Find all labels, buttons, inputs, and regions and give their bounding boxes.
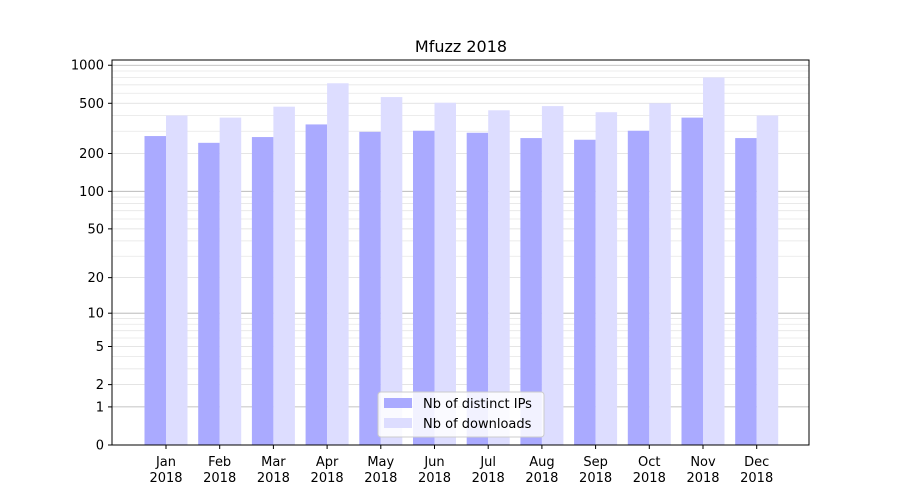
- x-tick-label-month: Dec: [744, 455, 769, 470]
- y-tick-label: 10: [87, 307, 104, 322]
- bar-downloads: [434, 102, 456, 445]
- bar-ips: [627, 130, 650, 446]
- bar-ips: [359, 131, 381, 445]
- bar-ips: [198, 142, 220, 445]
- y-tick-label: 1000: [71, 59, 104, 74]
- x-tick-label-year: 2018: [740, 471, 773, 486]
- x-axis: Jan2018Feb2018Mar2018Apr2018May2018Jun20…: [149, 445, 773, 486]
- bar-downloads: [703, 77, 725, 445]
- bar-ips: [305, 124, 328, 445]
- bar-downloads: [649, 103, 671, 445]
- legend-label: Nb of downloads: [423, 417, 532, 432]
- x-tick-label-year: 2018: [633, 471, 666, 486]
- legend: Nb of distinct IPs Nb of downloads: [377, 391, 545, 438]
- x-tick-label-month: Jul: [479, 455, 496, 470]
- y-tick-label: 1: [96, 400, 104, 415]
- x-tick-label-month: May: [367, 455, 394, 470]
- bar-ips: [574, 139, 596, 446]
- x-tick-label-month: Sep: [583, 455, 608, 470]
- x-tick-label-month: Jun: [423, 455, 444, 470]
- bar-downloads: [166, 115, 188, 446]
- y-tick-label: 500: [79, 97, 104, 112]
- bar-downloads: [380, 97, 403, 445]
- x-tick-label-year: 2018: [364, 471, 397, 486]
- x-tick-label-year: 2018: [311, 471, 344, 486]
- x-tick-label-year: 2018: [525, 471, 558, 486]
- x-tick-label-year: 2018: [472, 471, 505, 486]
- x-tick-label-year: 2018: [257, 471, 290, 486]
- bar-ips: [144, 136, 166, 445]
- bar-downloads: [327, 83, 349, 446]
- x-tick-label-year: 2018: [203, 471, 236, 486]
- y-tick-label: 200: [79, 147, 104, 162]
- plot-frame: [111, 59, 810, 446]
- y-axis: 0 1 2 5 10 20 50 100 200 500 1000: [71, 59, 112, 454]
- bar-downloads: [595, 112, 618, 446]
- bar-ips: [520, 138, 542, 445]
- bar-downloads: [541, 106, 564, 446]
- x-tick-label-month: Mar: [261, 455, 286, 470]
- y-tick-label: 100: [79, 185, 104, 200]
- chart-title: Mfuzz 2018: [415, 37, 507, 56]
- bar-ips: [251, 137, 274, 445]
- x-tick-label-year: 2018: [579, 471, 612, 486]
- x-tick-label-month: Aug: [529, 455, 554, 470]
- x-tick-label-year: 2018: [149, 471, 182, 486]
- y-tick-label: 5: [96, 340, 104, 355]
- legend-swatch: [384, 398, 412, 408]
- x-tick-label-month: Jan: [155, 455, 176, 470]
- legend-label: Nb of distinct IPs: [423, 397, 532, 412]
- y-tick-label: 20: [87, 271, 104, 286]
- legend-box: [377, 391, 545, 438]
- x-tick-label-month: Nov: [690, 455, 716, 470]
- x-tick-label-month: Apr: [316, 455, 339, 470]
- bar-ips: [466, 132, 489, 446]
- x-tick-label-year: 2018: [418, 471, 451, 486]
- bar-downloads: [488, 110, 510, 446]
- bars: [144, 77, 779, 446]
- x-tick-label-month: Oct: [638, 455, 660, 470]
- bar-downloads: [756, 115, 779, 446]
- bar-ips: [413, 130, 435, 446]
- bar-ips: [735, 138, 757, 445]
- x-tick-label-year: 2018: [686, 471, 719, 486]
- legend-swatch: [384, 418, 412, 428]
- bar-downloads: [273, 106, 295, 446]
- x-tick-label-month: Feb: [208, 455, 231, 470]
- y-tick-label: 2: [96, 378, 104, 393]
- y-tick-label: 50: [87, 222, 104, 237]
- bar-ips: [681, 117, 703, 446]
- y-tick-label: 0: [96, 439, 104, 454]
- bar-downloads: [219, 117, 242, 446]
